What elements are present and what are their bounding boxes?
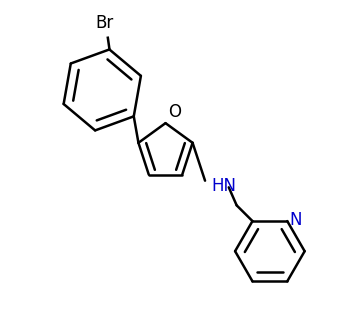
Text: Br: Br — [96, 14, 114, 32]
Text: N: N — [290, 211, 302, 229]
Text: O: O — [168, 103, 181, 121]
Text: HN: HN — [211, 177, 236, 195]
